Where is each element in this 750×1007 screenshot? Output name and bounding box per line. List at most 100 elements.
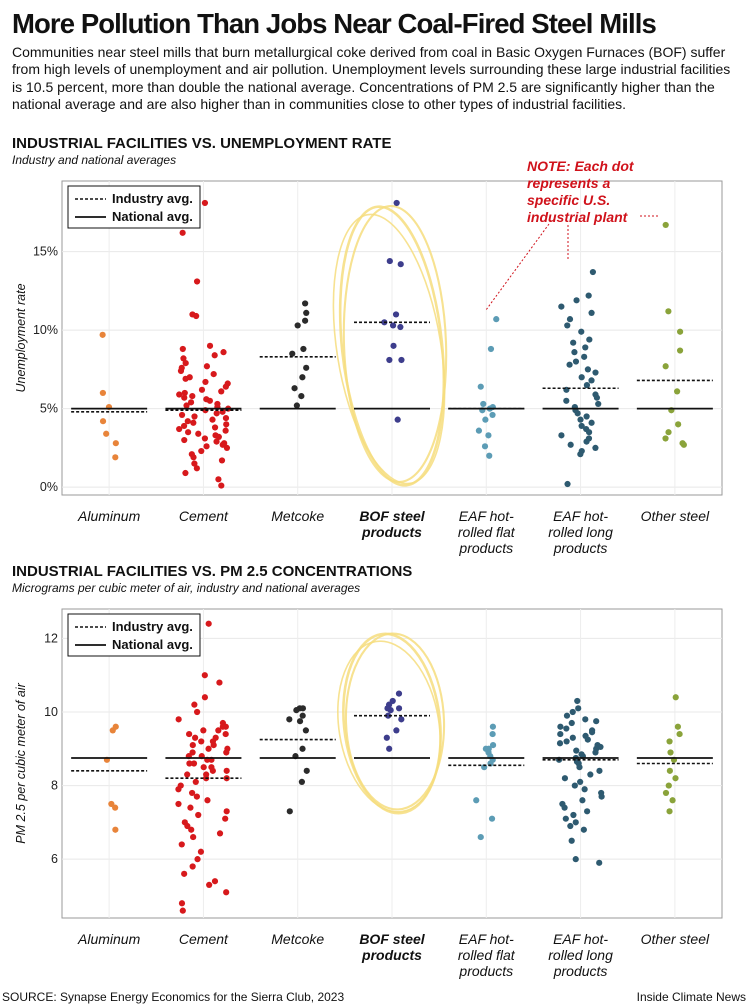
data-point-eaf-hot-rolled-long-products: [588, 729, 596, 736]
data-point-eaf-hot-rolled-flat-products: [485, 432, 492, 439]
data-point-cement: [194, 856, 201, 863]
data-point-cement: [190, 760, 198, 767]
data-point-bof-steel-products: [398, 356, 405, 364]
data-point-other-steel: [666, 808, 673, 815]
data-point-eaf-hot-rolled-long-products: [583, 413, 590, 420]
data-point-eaf-hot-rolled-long-products: [595, 400, 602, 408]
data-point-cement: [185, 429, 192, 436]
data-point-eaf-hot-rolled-long-products: [584, 736, 591, 743]
data-point-eaf-hot-rolled-long-products: [583, 382, 591, 389]
data-point-bof-steel-products: [383, 734, 390, 741]
category-label-cement: Cement: [179, 508, 229, 524]
note-leader-line: [485, 223, 550, 311]
data-point-eaf-hot-rolled-flat-products: [480, 400, 487, 408]
data-point-cement: [182, 360, 189, 367]
highlight-loop: [332, 213, 446, 485]
page-title: More Pollution Than Jobs Near Coal-Fired…: [12, 8, 657, 39]
data-point-eaf-hot-rolled-long-products: [570, 339, 577, 346]
data-point-bof-steel-products: [394, 416, 401, 423]
data-point-cement: [223, 767, 230, 774]
data-point-eaf-hot-rolled-flat-products: [489, 411, 496, 419]
data-point-eaf-hot-rolled-flat-products: [493, 316, 500, 323]
data-point-cement: [186, 760, 193, 767]
data-point-aluminum: [112, 804, 119, 811]
data-point-eaf-hot-rolled-long-products: [581, 786, 588, 793]
data-point-cement: [195, 811, 202, 819]
legend-box: [67, 613, 201, 657]
highlight-loop: [342, 632, 442, 815]
data-point-eaf-hot-rolled-long-products: [572, 358, 580, 365]
data-point-cement: [189, 742, 196, 749]
data-point-eaf-hot-rolled-long-products: [578, 374, 585, 381]
data-point-cement: [175, 800, 182, 808]
data-point-cement: [184, 771, 191, 778]
data-point-aluminum: [112, 454, 119, 461]
data-point-metcoke: [298, 392, 305, 400]
data-point-aluminum: [109, 727, 116, 734]
data-point-cement: [191, 460, 198, 467]
data-point-metcoke: [303, 767, 310, 774]
data-point-eaf-hot-rolled-long-products: [568, 719, 575, 727]
data-point-eaf-hot-rolled-long-products: [579, 797, 586, 804]
data-point-eaf-hot-rolled-long-products: [569, 708, 576, 716]
data-point-cement: [197, 848, 205, 855]
data-point-cement: [215, 727, 222, 734]
data-point-other-steel: [674, 723, 681, 730]
data-point-metcoke: [296, 718, 304, 725]
data-point-cement: [194, 708, 201, 716]
data-point-other-steel: [669, 797, 676, 804]
data-point-eaf-hot-rolled-long-products: [574, 697, 581, 705]
data-point-bof-steel-products: [398, 716, 405, 723]
data-point-metcoke: [302, 317, 309, 324]
y-tick-label: 10%: [33, 323, 58, 337]
data-point-cement: [182, 375, 189, 382]
category-label-bof-steel-products: BOF steel products: [359, 931, 425, 963]
data-point-metcoke: [299, 374, 306, 381]
data-point-eaf-hot-rolled-long-products: [584, 808, 591, 815]
data-point-cement: [193, 465, 200, 472]
data-point-eaf-hot-rolled-long-products: [582, 716, 589, 723]
data-point-cement: [211, 424, 219, 431]
data-point-cement: [201, 199, 209, 207]
data-point-eaf-hot-rolled-long-products: [566, 316, 574, 323]
data-point-cement: [198, 447, 205, 455]
data-point-eaf-hot-rolled-long-products: [578, 422, 585, 430]
category-label-cement: Cement: [179, 931, 229, 947]
data-point-other-steel: [676, 730, 683, 738]
data-point-eaf-hot-rolled-long-products: [572, 819, 579, 826]
data-point-cement: [180, 355, 187, 362]
data-point-eaf-hot-rolled-long-products: [588, 419, 595, 426]
data-point-cement: [216, 679, 223, 686]
data-point-eaf-hot-rolled-long-products: [563, 397, 570, 404]
data-point-eaf-hot-rolled-long-products: [598, 793, 605, 800]
data-point-aluminum: [99, 418, 107, 425]
data-point-eaf-hot-rolled-flat-products: [489, 723, 497, 730]
data-point-metcoke: [303, 364, 310, 371]
data-point-eaf-hot-rolled-long-products: [561, 804, 568, 811]
data-point-eaf-hot-rolled-long-products: [585, 292, 592, 299]
category-label-other-steel: Other steel: [641, 508, 710, 524]
data-point-bof-steel-products: [390, 342, 397, 349]
data-point-bof-steel-products: [392, 311, 400, 318]
data-point-eaf-hot-rolled-flat-products: [487, 345, 495, 353]
data-point-eaf-hot-rolled-long-products: [580, 826, 587, 833]
data-point-cement: [181, 394, 188, 401]
category-label-aluminum: Aluminum: [77, 931, 141, 947]
category-label-other-steel: Other steel: [641, 931, 710, 947]
data-point-cement: [187, 804, 194, 811]
data-point-other-steel: [665, 429, 672, 436]
data-point-eaf-hot-rolled-long-products: [596, 859, 603, 866]
data-point-other-steel: [666, 767, 673, 774]
data-point-cement: [178, 900, 186, 907]
y-tick-label: 10: [44, 705, 58, 719]
data-point-eaf-hot-rolled-long-products: [558, 432, 565, 439]
data-point-bof-steel-products: [393, 199, 400, 207]
data-point-bof-steel-products: [395, 705, 403, 712]
data-point-eaf-hot-rolled-long-products: [581, 353, 588, 360]
data-point-cement: [176, 425, 183, 433]
publisher-credit: Inside Climate News: [636, 990, 746, 1004]
data-point-cement: [203, 363, 211, 370]
data-point-cement: [189, 392, 196, 400]
source-note: SOURCE: Synapse Energy Economics for the…: [2, 990, 345, 1004]
data-point-eaf-hot-rolled-long-products: [567, 822, 574, 830]
